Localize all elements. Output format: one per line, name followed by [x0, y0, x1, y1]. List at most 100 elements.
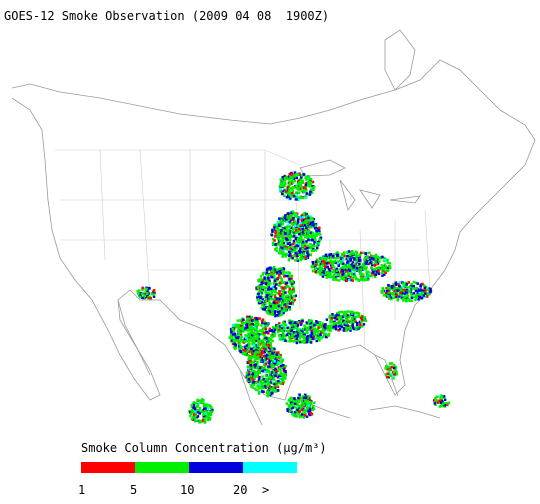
- smoke-pixel: [386, 266, 390, 269]
- smoke-pixel: [283, 181, 287, 184]
- smoke-pixel: [257, 355, 260, 358]
- smoke-pixel: [309, 245, 312, 249]
- smoke-pixel: [321, 264, 325, 267]
- smoke-pixel: [302, 221, 305, 224]
- smoke-pixel: [353, 312, 356, 315]
- smoke-pixel: [307, 238, 310, 242]
- smoke-pixel: [368, 262, 371, 265]
- great-lakes: [299, 159, 421, 211]
- smoke-pixel: [306, 326, 309, 329]
- smoke-pixel: [275, 314, 279, 317]
- smoke-pixel: [326, 272, 329, 275]
- smoke-pixel: [291, 218, 294, 221]
- smoke-pixel: [199, 410, 203, 414]
- smoke-pixel: [276, 376, 280, 379]
- smoke-pixel: [306, 246, 309, 250]
- smoke-pixel: [296, 339, 299, 343]
- smoke-pixel: [283, 176, 287, 180]
- smoke-pixel: [309, 177, 312, 181]
- smoke-pixel: [291, 288, 295, 291]
- smoke-pixel: [334, 275, 337, 279]
- smoke-pixel: [275, 283, 278, 286]
- smoke-pixel: [301, 341, 304, 344]
- smoke-pixel: [290, 211, 293, 214]
- smoke-pixel: [281, 184, 285, 188]
- smoke-pixel: [349, 253, 352, 257]
- smoke-pixel: [304, 247, 307, 251]
- smoke-pixel: [287, 175, 291, 178]
- smoke-pixel: [381, 287, 384, 290]
- smoke-pixel: [280, 184, 283, 187]
- smoke-pixel: [369, 259, 372, 262]
- smoke-pixel: [257, 378, 261, 381]
- smoke-pixel: [292, 177, 296, 180]
- smoke-pixel: [392, 366, 396, 370]
- smoke-pixel: [342, 251, 346, 254]
- smoke-pixel: [275, 301, 278, 304]
- smoke-pixel: [371, 263, 374, 267]
- smoke-pixel: [273, 334, 276, 338]
- smoke-pixel: [278, 336, 281, 339]
- smoke-pixel: [318, 264, 321, 267]
- smoke-pixel: [309, 243, 312, 246]
- smoke-pixel: [272, 304, 276, 307]
- smoke-pixel: [281, 375, 285, 378]
- smoke-pixel: [256, 298, 259, 302]
- smoke-pixel: [365, 270, 368, 274]
- smoke-pixel: [271, 335, 274, 338]
- smoke-pixel: [148, 286, 151, 290]
- smoke-pixel: [345, 274, 349, 278]
- smoke-pixel: [280, 279, 283, 283]
- smoke-pixel: [320, 272, 323, 275]
- smoke-pixel: [298, 251, 302, 254]
- smoke-pixel: [308, 223, 312, 227]
- smoke-pixel: [298, 395, 302, 398]
- smoke-pixel: [287, 319, 291, 323]
- smoke-pixel: [311, 337, 315, 341]
- smoke-pixel: [319, 262, 323, 266]
- smoke-pixel: [365, 260, 368, 264]
- smoke-pixel: [249, 339, 253, 342]
- smoke-pixel: [387, 294, 390, 298]
- smoke-pixel: [285, 239, 288, 243]
- smoke-pixel: [392, 377, 395, 380]
- smoke-pixel: [330, 326, 334, 329]
- smoke-pixel: [274, 360, 278, 363]
- smoke-pixel: [300, 406, 303, 409]
- smoke-pixel: [249, 364, 253, 367]
- smoke-pixel: [282, 254, 285, 257]
- smoke-pixel: [279, 382, 283, 386]
- smoke-pixel: [309, 338, 313, 341]
- smoke-pixel: [247, 317, 250, 320]
- smoke-pixel: [273, 285, 277, 288]
- smoke-pixel: [294, 321, 297, 324]
- smoke-pixel: [313, 244, 316, 248]
- smoke-pixel: [286, 215, 289, 219]
- smoke-pixel: [309, 413, 312, 417]
- smoke-pixel: [261, 304, 264, 307]
- smoke-pixel: [263, 334, 266, 337]
- smoke-pixel: [190, 411, 194, 414]
- smoke-pixel: [287, 246, 291, 249]
- smoke-pixel: [273, 298, 276, 301]
- smoke-pixel: [284, 377, 287, 380]
- smoke-pixel: [342, 276, 345, 279]
- smoke-pixel: [295, 250, 299, 254]
- smoke-pixel: [428, 287, 431, 290]
- smoke-pixel: [335, 318, 338, 321]
- smoke-pixel: [265, 282, 268, 286]
- smoke-pixel: [291, 257, 294, 260]
- smoke-pixel: [374, 255, 378, 259]
- smoke-pixel: [303, 188, 306, 192]
- smoke-pixel: [274, 290, 277, 294]
- smoke-pixel: [189, 414, 192, 418]
- smoke-pixel: [249, 336, 252, 339]
- smoke-pixel: [280, 324, 284, 327]
- smoke-pixel: [447, 401, 451, 405]
- smoke-pixel: [355, 267, 359, 270]
- smoke-pixel: [300, 402, 304, 405]
- smoke-pixel: [241, 339, 245, 342]
- smoke-pixel: [288, 332, 292, 335]
- smoke-pixel: [236, 325, 240, 328]
- smoke-pixel: [435, 400, 438, 403]
